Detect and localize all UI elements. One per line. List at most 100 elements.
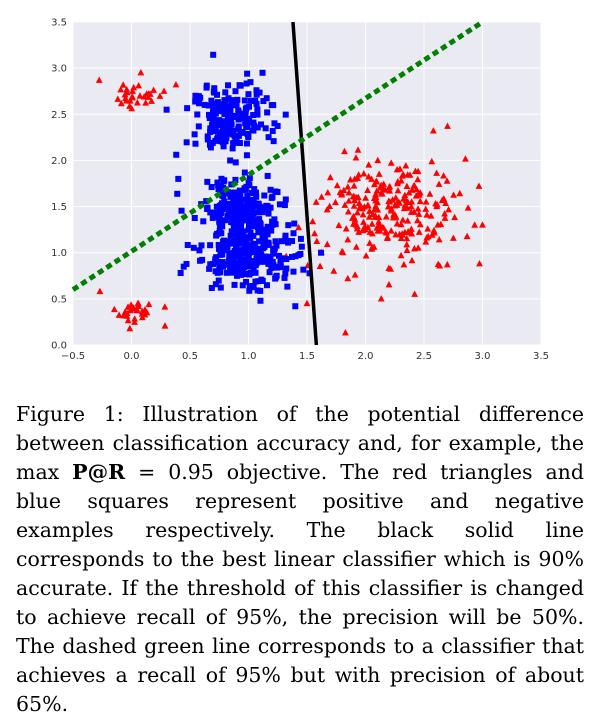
positive-example-triangle — [397, 177, 405, 184]
positive-example-triangle — [366, 239, 374, 246]
positive-example-triangle — [362, 194, 369, 201]
negative-examples — [163, 51, 325, 310]
negative-example-square — [242, 113, 249, 120]
negative-example-square — [216, 217, 223, 224]
positive-example-triangle — [339, 248, 347, 256]
y-tick-label: 3.5 — [51, 18, 67, 29]
negative-example-square — [229, 237, 236, 244]
positive-example-triangle — [364, 186, 372, 193]
negative-example-square — [200, 218, 207, 225]
negative-example-square — [233, 240, 240, 247]
negative-example-square — [194, 111, 201, 118]
negative-example-square — [236, 253, 243, 260]
positive-example-triangle — [404, 217, 412, 224]
negative-example-square — [220, 217, 227, 224]
positive-example-triangle — [464, 204, 472, 211]
positive-example-triangle — [429, 127, 437, 134]
positive-example-triangle — [130, 304, 137, 311]
positive-example-triangle — [323, 240, 331, 248]
positive-example-triangle — [451, 213, 459, 221]
negative-example-square — [262, 258, 269, 265]
negative-example-square — [242, 186, 249, 193]
negative-example-square — [240, 231, 247, 238]
positive-example-triangle — [135, 299, 142, 307]
classifier-lines — [71, 19, 484, 346]
negative-example-square — [247, 97, 254, 104]
positive-example-triangle — [384, 203, 392, 210]
caption-text-2: = 0.95 objective. The red triangles and … — [16, 460, 584, 716]
negative-example-square — [196, 100, 203, 107]
negative-example-square — [290, 268, 297, 275]
positive-example-triangle — [386, 182, 394, 190]
positive-example-triangle — [136, 92, 144, 99]
positive-example-triangle — [330, 267, 338, 274]
negative-example-square — [209, 100, 216, 107]
negative-example-square — [277, 258, 284, 265]
positive-example-triangle — [110, 305, 118, 313]
positive-example-triangle — [434, 221, 442, 228]
positive-example-triangle — [368, 175, 375, 182]
y-tick-label: 2.0 — [51, 156, 67, 167]
negative-example-square — [204, 178, 211, 185]
negative-example-square — [251, 122, 258, 129]
positive-example-triangle — [399, 170, 407, 178]
negative-example-square — [264, 172, 271, 179]
negative-example-square — [221, 204, 228, 211]
negative-example-square — [228, 121, 235, 128]
negative-example-square — [241, 97, 248, 104]
negative-example-square — [260, 245, 267, 252]
negative-example-square — [284, 237, 291, 244]
positive-example-triangle — [456, 189, 464, 197]
negative-example-square — [254, 111, 261, 118]
negative-example-square — [197, 257, 204, 264]
positive-example-triangle — [121, 90, 129, 98]
negative-example-square — [237, 82, 244, 89]
negative-example-square — [229, 251, 236, 258]
positive-example-triangle — [415, 228, 423, 235]
negative-example-square — [225, 202, 232, 209]
negative-example-square — [224, 103, 231, 110]
positive-example-triangle — [403, 204, 411, 211]
negative-example-square — [227, 193, 234, 200]
negative-example-square — [256, 228, 263, 235]
negative-example-square — [250, 119, 257, 126]
negative-example-square — [263, 202, 270, 209]
negative-example-square — [275, 252, 282, 259]
negative-example-square — [283, 256, 290, 263]
solid-black-classifier-line — [291, 21, 319, 346]
positive-example-triangle — [406, 171, 414, 178]
positive-example-triangle — [433, 169, 441, 176]
positive-example-triangle — [143, 90, 151, 97]
negative-example-square — [208, 112, 215, 119]
positive-example-triangle — [422, 238, 430, 245]
negative-example-square — [244, 70, 251, 77]
negative-example-square — [292, 303, 299, 310]
negative-example-square — [247, 219, 254, 226]
negative-example-square — [208, 97, 215, 104]
negative-example-square — [291, 220, 298, 227]
positive-example-triangle — [411, 167, 419, 174]
negative-example-square — [207, 209, 214, 216]
negative-example-square — [290, 230, 297, 237]
positive-example-triangle — [408, 198, 416, 205]
negative-example-square — [253, 91, 260, 98]
positive-example-triangle — [442, 199, 450, 207]
negative-example-square — [285, 222, 292, 229]
negative-example-square — [245, 91, 252, 98]
negative-example-square — [270, 247, 277, 254]
positive-example-triangle — [432, 199, 439, 207]
negative-example-square — [228, 117, 235, 124]
positive-example-triangle — [342, 328, 349, 336]
positive-example-triangle — [365, 161, 373, 168]
negative-example-square — [235, 226, 242, 233]
positive-example-triangle — [313, 237, 321, 244]
y-tick-label: 1.5 — [51, 202, 67, 213]
negative-example-square — [232, 136, 239, 143]
negative-example-square — [318, 249, 325, 256]
positive-example-triangle — [387, 207, 395, 214]
negative-example-square — [224, 111, 231, 118]
negative-example-square — [192, 98, 199, 105]
negative-example-square — [235, 201, 242, 208]
negative-example-square — [212, 110, 219, 117]
negative-example-square — [250, 241, 257, 248]
